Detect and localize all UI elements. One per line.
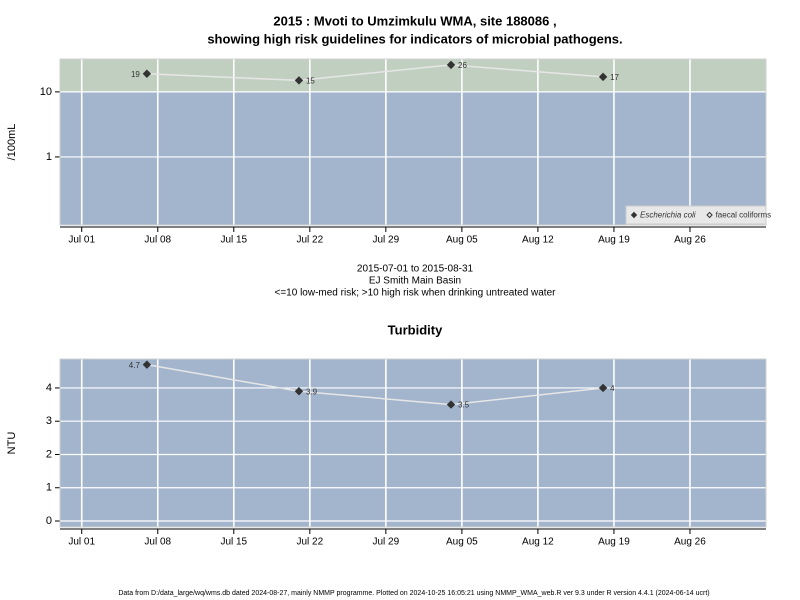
legend-marker [706,211,713,219]
chart-note: 2015-07-01 to 2015-08-31 [357,264,474,275]
legend-label: faecal coliforms [716,211,772,220]
x-tick-label: Jul 01 [68,537,95,548]
y-tick-label: 2 [46,448,52,460]
chart-title: 2015 : Mvoti to Umzimkulu WMA, site 1880… [273,13,556,28]
data-point [142,69,152,78]
legend-box [625,205,767,225]
footer: Data from D:/data_large/wq/wms.db dated … [118,590,709,597]
chart-note: <=10 low-med risk; >10 high risk when dr… [275,288,557,299]
x-tick-label: Aug 26 [674,537,706,548]
x-tick-label: Jul 15 [220,537,247,548]
series-line [146,64,604,82]
x-tick-label: Aug 12 [522,235,554,246]
legend-label: Escherichia coli [640,211,696,220]
y-tick-label: 3 [46,415,52,427]
data-point [598,72,608,82]
plot-border [59,58,767,226]
data-label: 26 [458,61,467,70]
x-tick-label: Aug 19 [598,235,630,246]
chart-subtitle: showing high risk guidelines for indicat… [207,31,622,46]
data-label: 19 [131,70,140,79]
x-tick-label: Jul 15 [220,235,247,246]
high-risk-band [60,59,766,92]
x-tick-label: Aug 19 [598,537,630,548]
chart-title: Turbidity [388,322,443,337]
data-point [446,400,456,409]
plot-background [60,359,766,527]
data-point [446,60,456,70]
data-label: 17 [610,73,619,82]
data-label: 3.9 [306,387,318,396]
x-tick-label: Jul 08 [144,235,171,246]
data-label: 3.5 [458,401,470,410]
data-label: 15 [306,77,315,86]
x-tick-label: Jul 29 [373,235,400,246]
y-tick-label: 1 [46,151,52,163]
y-tick-label: 10 [40,86,52,98]
data-point [294,387,304,396]
x-tick-label: Aug 26 [674,235,706,246]
x-tick-label: Jul 01 [68,235,95,246]
x-tick-label: Jul 22 [296,235,323,246]
data-point [142,360,152,369]
x-tick-label: Jul 29 [373,537,400,548]
series-line [146,363,604,406]
legend-marker [630,211,638,219]
y-tick-label: 1 [46,482,52,494]
data-label: 4.7 [129,361,141,370]
y-tick-label: 4 [46,382,52,394]
y-tick-label: 0 [46,515,52,527]
y-axis-label: NTU [6,432,18,455]
x-tick-label: Aug 05 [446,235,478,246]
x-tick-label: Aug 05 [446,537,478,548]
data-label: 4 [610,384,615,393]
y-axis-label: /100mL [6,124,18,161]
data-point [294,76,304,85]
plot-border [59,358,767,528]
x-tick-label: Jul 08 [144,537,171,548]
x-tick-label: Aug 12 [522,537,554,548]
chart-note: EJ Smith Main Basin [369,276,461,287]
data-point [598,383,608,393]
x-tick-label: Jul 22 [296,537,323,548]
